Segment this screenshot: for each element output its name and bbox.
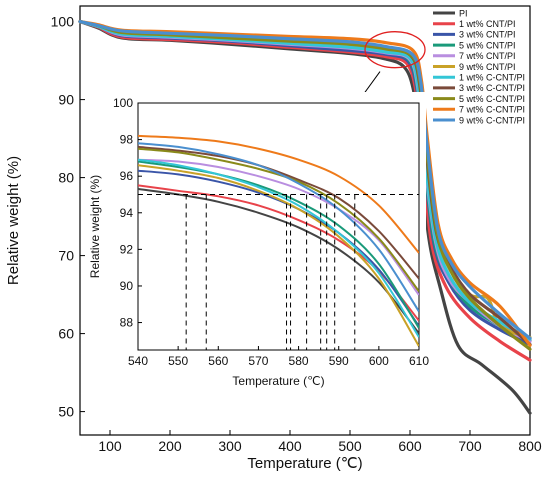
zoom-region-ellipse <box>364 31 426 69</box>
inset-series-line-6 <box>138 158 419 338</box>
main-y-tick-label: 60 <box>58 326 74 342</box>
inset-x-tick-label: 550 <box>168 354 188 368</box>
main-y-tick-label: 90 <box>58 92 74 108</box>
inset-y-tick-label: 88 <box>120 316 134 330</box>
inset-series-line-5 <box>138 164 419 347</box>
main-series-line-10 <box>78 20 532 340</box>
inset-series-line-0 <box>138 187 419 335</box>
main-x-tick-label: 500 <box>338 438 362 454</box>
inset-x-tick-label: 560 <box>208 354 228 368</box>
legend-label-1: 1 wt% CNT/PI <box>459 19 516 29</box>
inset-y-axis-label: Relative weight (%) <box>88 175 102 278</box>
inset-plot-frame <box>137 102 420 351</box>
inset-x-axis-label: Temperature (℃) <box>232 374 324 388</box>
main-series-line-6 <box>78 20 532 341</box>
main-x-tick-label: 300 <box>218 438 242 454</box>
main-series-line-8 <box>78 20 532 351</box>
inset-series-group <box>138 134 419 347</box>
inset-x-tick-label: 570 <box>248 354 268 368</box>
legend-label-10: 9 wt% C-CNT/PI <box>459 115 525 125</box>
inset-series-line-4 <box>138 158 419 296</box>
main-x-tick-label: 800 <box>518 438 542 454</box>
inset-y-tick-label: 100 <box>113 96 133 110</box>
inset-series-line-7 <box>138 145 419 280</box>
legend-label-8: 5 wt% C-CNT/PI <box>459 94 525 104</box>
inset-y-tick-label: 98 <box>120 133 134 147</box>
main-y-tick-label: 70 <box>58 248 74 264</box>
main-y-tick-label: 100 <box>51 14 75 30</box>
legend-label-4: 7 wt% CNT/PI <box>459 51 516 61</box>
main-series-line-1 <box>78 20 532 362</box>
inset-x-tick-label: 610 <box>409 354 429 368</box>
main-x-tick-label: 200 <box>158 438 182 454</box>
inset-x-tick-label: 600 <box>369 354 389 368</box>
main-x-axis-label: Temperature (℃) <box>247 455 362 472</box>
main-y-tick-label: 80 <box>58 170 74 186</box>
inset-y-tick-label: 96 <box>120 169 134 183</box>
inset-y-tick-label: 94 <box>120 206 134 220</box>
inset-series-line-3 <box>138 160 419 329</box>
inset-y-tick-label: 92 <box>120 242 134 256</box>
inset-y-tick-label: 90 <box>120 279 134 293</box>
legend-label-3: 5 wt% CNT/PI <box>459 40 516 50</box>
main-x-tick-label: 700 <box>458 438 482 454</box>
legend-label-0: PI <box>459 8 468 18</box>
main-y-tick-label: 50 <box>58 404 74 420</box>
legend-label-9: 7 wt% C-CNT/PI <box>459 105 525 115</box>
legend-label-2: 3 wt% CNT/PI <box>459 30 516 40</box>
main-x-tick-label: 400 <box>278 438 302 454</box>
legend-label-5: 9 wt% CNT/PI <box>459 62 516 72</box>
inset-series-line-10 <box>138 142 419 313</box>
main-y-axis-label: Relative weight (%) <box>5 156 22 285</box>
inset-x-tick-label: 590 <box>329 354 349 368</box>
legend-label-7: 3 wt% C-CNT/PI <box>459 83 525 93</box>
legend-label-6: 1 wt% C-CNT/PI <box>459 73 525 83</box>
main-x-tick-label: 600 <box>398 438 422 454</box>
inset-series-line-9 <box>138 134 419 254</box>
inset-x-tick-label: 580 <box>289 354 309 368</box>
inset-x-tick-label: 540 <box>128 354 148 368</box>
main-x-tick-label: 100 <box>98 438 122 454</box>
